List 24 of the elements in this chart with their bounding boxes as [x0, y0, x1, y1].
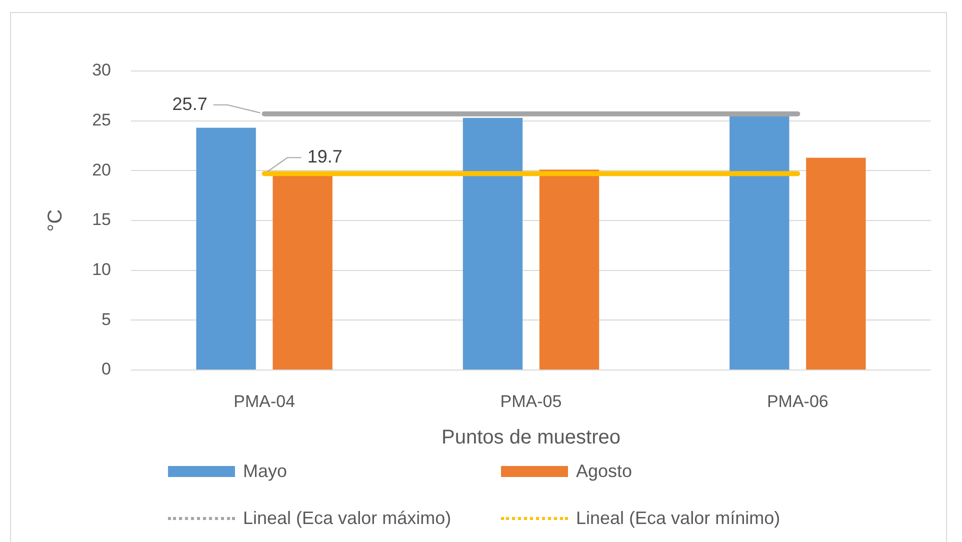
y-tick-label: 20: [92, 160, 111, 180]
y-tick-label: 0: [102, 360, 111, 379]
legend-label: Mayo: [243, 461, 288, 482]
y-tick-label: 25: [92, 110, 111, 130]
bar: [462, 118, 523, 370]
bar: [196, 128, 256, 370]
bar: [272, 174, 332, 370]
x-tick-label: PMA-04: [234, 392, 296, 411]
legend-label: Agosto: [576, 461, 632, 482]
bar: [730, 116, 790, 370]
legend-label: Lineal (Eca valor máximo): [243, 508, 452, 529]
x-tick-label: PMA-06: [766, 392, 828, 411]
y-axis-title: °C: [44, 209, 67, 232]
data-label: 19.7: [307, 146, 342, 167]
y-tick-label: 5: [102, 310, 111, 329]
y-tick-label: 30: [92, 60, 111, 80]
bar: [539, 170, 600, 370]
legend-label: Lineal (Eca valor mínimo): [576, 508, 780, 529]
bar: [806, 158, 866, 370]
y-tick-label: 15: [92, 210, 111, 230]
x-tick-label: PMA-05: [500, 392, 562, 411]
y-tick-label: 10: [92, 260, 111, 280]
x-axis-title: Puntos de muestreo: [442, 426, 620, 449]
data-label: 25.7: [172, 94, 208, 114]
